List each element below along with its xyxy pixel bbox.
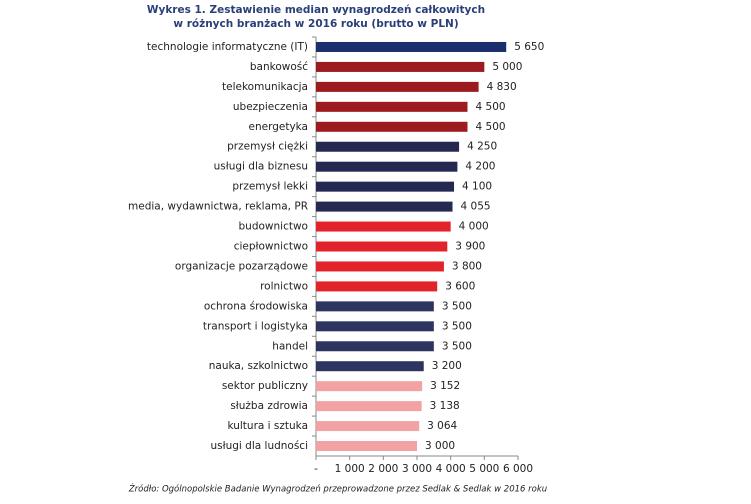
y-tick-label: służba zdrowia (230, 400, 308, 412)
y-tick-label: budownictwo (239, 221, 308, 233)
bar (316, 321, 434, 332)
value-label: 3 064 (427, 420, 457, 432)
x-tick-label: - (314, 463, 318, 475)
x-tick-label: 5 000 (469, 463, 499, 475)
bar (316, 101, 468, 112)
y-tick-label: ochrona środowiska (204, 300, 308, 312)
bar (316, 441, 417, 452)
bar (316, 281, 438, 292)
value-label: 4 200 (465, 161, 495, 173)
y-tick-label: media, wydawnictwa, reklama, PR (128, 201, 308, 213)
y-tick-label: usługi dla biznesu (214, 161, 308, 173)
bar (316, 61, 485, 72)
value-label: 3 500 (442, 340, 472, 352)
bar (316, 201, 453, 212)
y-tick-label: ubezpieczenia (233, 101, 308, 113)
x-tick-label: 4 000 (436, 463, 466, 475)
x-tick-label: 6 000 (503, 463, 533, 475)
x-tick-label: 3 000 (402, 463, 432, 475)
bar (316, 381, 423, 392)
value-label: 4 500 (476, 101, 506, 113)
y-tick-label: transport i logistyka (203, 320, 308, 332)
value-label: 3 900 (455, 241, 485, 253)
value-label: 3 138 (430, 400, 460, 412)
bar (316, 161, 458, 172)
y-tick-label: rolnictwo (260, 280, 308, 292)
bar (316, 421, 420, 432)
chart-title: w różnych branżach w 2016 roku (brutto w… (173, 18, 458, 30)
y-tick-label: technologie informatyczne (IT) (147, 41, 308, 53)
value-label: 3 800 (452, 260, 482, 272)
value-label: 4 055 (461, 201, 491, 213)
value-label: 3 200 (432, 360, 462, 372)
y-tick-label: sektor publiczny (222, 380, 308, 392)
y-tick-label: handel (272, 340, 308, 352)
bar (316, 221, 451, 232)
y-tick-label: usługi dla ludności (210, 440, 308, 452)
value-label: 3 500 (442, 300, 472, 312)
value-label: 3 152 (430, 380, 460, 392)
value-label: 3 500 (442, 320, 472, 332)
value-label: 4 250 (467, 141, 497, 153)
y-tick-label: ciepłownictwo (234, 241, 308, 253)
value-label: 4 500 (476, 121, 506, 133)
y-tick-label: organizacje pozarządowe (175, 260, 308, 272)
value-label: 4 830 (487, 81, 517, 93)
bar (316, 361, 424, 372)
source-note: Źródło: Ogólnopolskie Badanie Wynagrodze… (128, 483, 547, 495)
x-tick-label: 1 000 (335, 463, 365, 475)
bar (316, 41, 507, 52)
value-label: 5 650 (514, 41, 544, 53)
bar (316, 141, 460, 152)
bar (316, 181, 455, 192)
y-tick-label: przemysł lekki (232, 181, 308, 193)
y-tick-label: energetyka (249, 121, 309, 133)
value-label: 4 000 (459, 221, 489, 233)
chart-title: Wykres 1. Zestawienie median wynagrodzeń… (147, 4, 485, 16)
bar (316, 81, 479, 92)
bar (316, 341, 434, 352)
value-label: 3 600 (445, 280, 475, 292)
y-tick-label: przemysł ciężki (227, 141, 308, 153)
bar (316, 401, 422, 412)
bar (316, 121, 468, 132)
bar (316, 301, 434, 312)
x-tick-label: 2 000 (368, 463, 398, 475)
y-tick-label: bankowość (250, 61, 308, 73)
value-label: 3 000 (425, 440, 455, 452)
y-tick-label: kultura i sztuka (227, 420, 308, 432)
bar (316, 261, 444, 272)
bar (316, 241, 448, 252)
value-label: 5 000 (492, 61, 522, 73)
y-tick-label: telekomunikacja (222, 81, 308, 93)
y-tick-label: nauka, szkolnictwo (209, 360, 308, 372)
value-label: 4 100 (462, 181, 492, 193)
